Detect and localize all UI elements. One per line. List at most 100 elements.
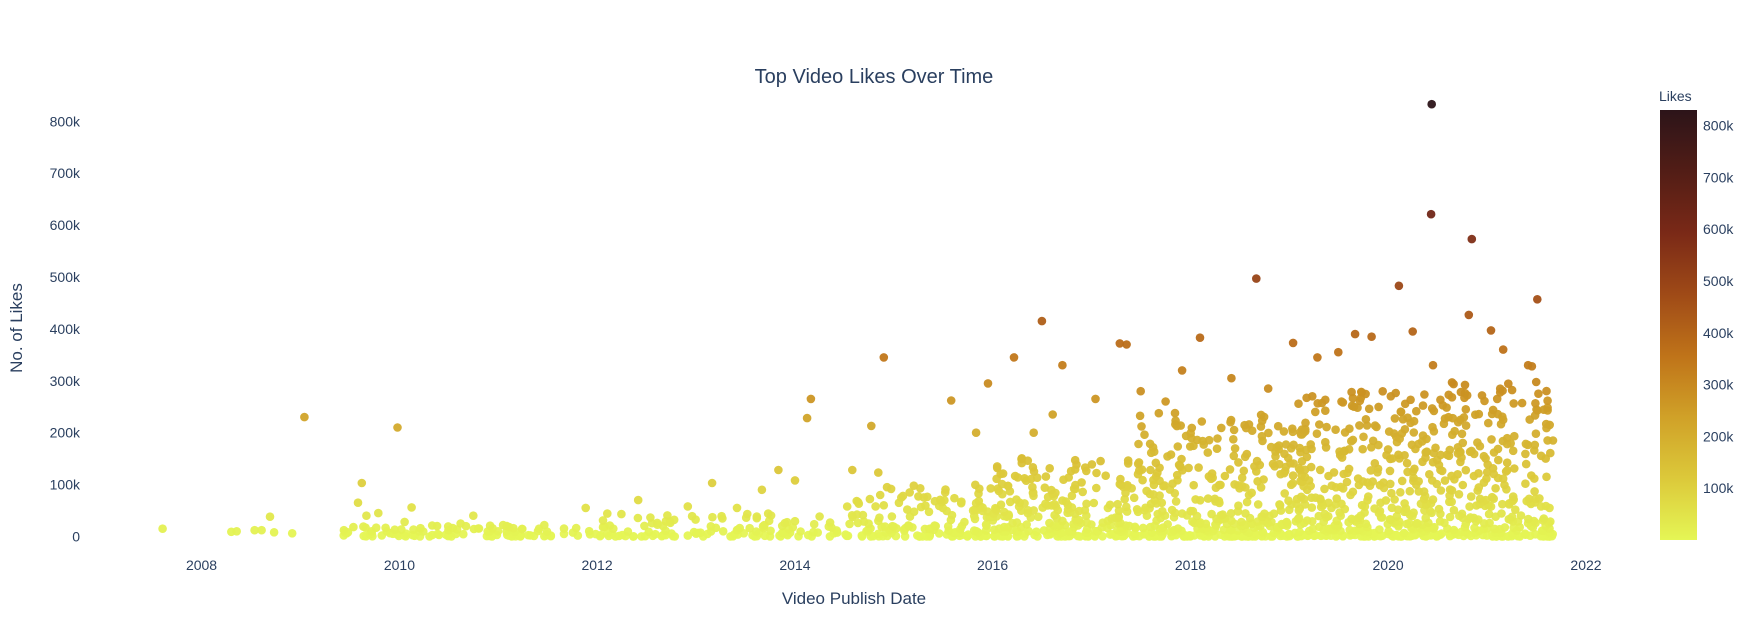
data-point: [1498, 345, 1508, 354]
data-point: [997, 479, 1007, 489]
data-point: [459, 529, 468, 539]
x-tick-label: 2016: [977, 557, 1008, 573]
data-point: [1154, 408, 1164, 418]
data-point: [257, 525, 266, 535]
data-point: [874, 529, 883, 539]
data-point: [689, 527, 699, 537]
data-point: [1189, 480, 1198, 490]
data-point: [1487, 435, 1496, 444]
data-point: [971, 428, 981, 438]
data-point: [1445, 512, 1455, 522]
data-point: [1324, 498, 1333, 508]
chart-title: Top Video Likes Over Time: [755, 66, 994, 88]
data-point: [644, 527, 654, 537]
data-point: [1034, 512, 1043, 522]
data-point: [974, 496, 984, 506]
data-point: [623, 527, 633, 536]
data-point: [1308, 392, 1317, 401]
data-point: [1367, 332, 1376, 342]
data-point: [1151, 458, 1161, 468]
data-point: [353, 498, 363, 508]
data-point: [1467, 234, 1477, 244]
data-point: [757, 485, 767, 495]
data-point: [923, 492, 932, 502]
data-point: [1384, 527, 1393, 536]
data-point: [603, 509, 612, 518]
data-point: [1041, 472, 1051, 481]
colorbar-tick-label: 200k: [1703, 428, 1734, 444]
data-point: [1370, 421, 1380, 430]
data-point: [809, 527, 818, 537]
data-point: [752, 512, 762, 521]
data-point: [1370, 504, 1379, 513]
data-point: [983, 379, 993, 388]
data-point: [683, 502, 693, 511]
data-point: [1447, 378, 1457, 387]
data-point: [1321, 437, 1330, 447]
data-point: [1308, 524, 1318, 534]
data-point: [1430, 522, 1439, 532]
data-point: [1488, 405, 1498, 415]
data-point: [1454, 490, 1464, 499]
data-point: [875, 490, 885, 500]
data-point: [1426, 209, 1436, 219]
data-point: [232, 527, 241, 536]
data-point: [381, 523, 390, 533]
data-point: [1294, 513, 1304, 523]
data-point: [1114, 506, 1124, 515]
data-point: [1239, 466, 1249, 476]
data-point: [1521, 479, 1530, 489]
data-point: [1368, 477, 1377, 486]
data-point: [957, 497, 966, 507]
data-point: [1436, 450, 1445, 460]
data-point: [1116, 474, 1125, 484]
data-point: [1387, 503, 1397, 513]
data-point: [1294, 399, 1303, 409]
data-point: [1360, 508, 1369, 517]
data-point: [652, 518, 662, 528]
colorbar-tick-label: 300k: [1703, 377, 1734, 393]
data-point: [1289, 440, 1298, 450]
data-point: [1020, 474, 1029, 483]
data-point: [921, 501, 930, 510]
data-point: [1082, 499, 1091, 509]
data-point: [1533, 295, 1542, 304]
data-point: [1542, 472, 1551, 482]
data-point: [1082, 518, 1092, 527]
data-point: [905, 488, 914, 497]
data-point: [1364, 492, 1373, 501]
data-point: [1428, 422, 1437, 432]
data-point: [1414, 487, 1423, 496]
data-point: [903, 505, 912, 514]
colorbar-tick-label: 100k: [1703, 480, 1734, 496]
data-point: [1358, 444, 1367, 454]
data-point: [735, 523, 744, 533]
data-point: [1527, 471, 1536, 480]
data-point: [1092, 468, 1101, 478]
data-point: [1268, 459, 1278, 469]
data-point: [1171, 416, 1180, 426]
data-point: [1473, 438, 1482, 447]
data-point: [875, 513, 884, 522]
data-point: [1464, 310, 1474, 320]
data-points: [158, 99, 1558, 541]
data-point: [1422, 447, 1432, 457]
data-point: [825, 518, 835, 527]
data-point: [1521, 459, 1531, 469]
data-point: [1040, 483, 1050, 493]
data-point: [1458, 438, 1468, 448]
data-point: [1307, 503, 1317, 512]
data-point: [1336, 482, 1345, 492]
data-point: [1229, 435, 1238, 444]
data-point: [571, 523, 581, 533]
data-point: [633, 513, 643, 523]
data-point: [1311, 407, 1320, 417]
data-point: [865, 494, 875, 504]
data-point: [1435, 517, 1445, 526]
data-point: [1497, 509, 1506, 518]
data-point: [1288, 479, 1298, 488]
data-point: [1322, 422, 1331, 432]
data-point: [409, 525, 418, 534]
data-point: [1543, 436, 1552, 445]
data-point: [707, 478, 717, 488]
